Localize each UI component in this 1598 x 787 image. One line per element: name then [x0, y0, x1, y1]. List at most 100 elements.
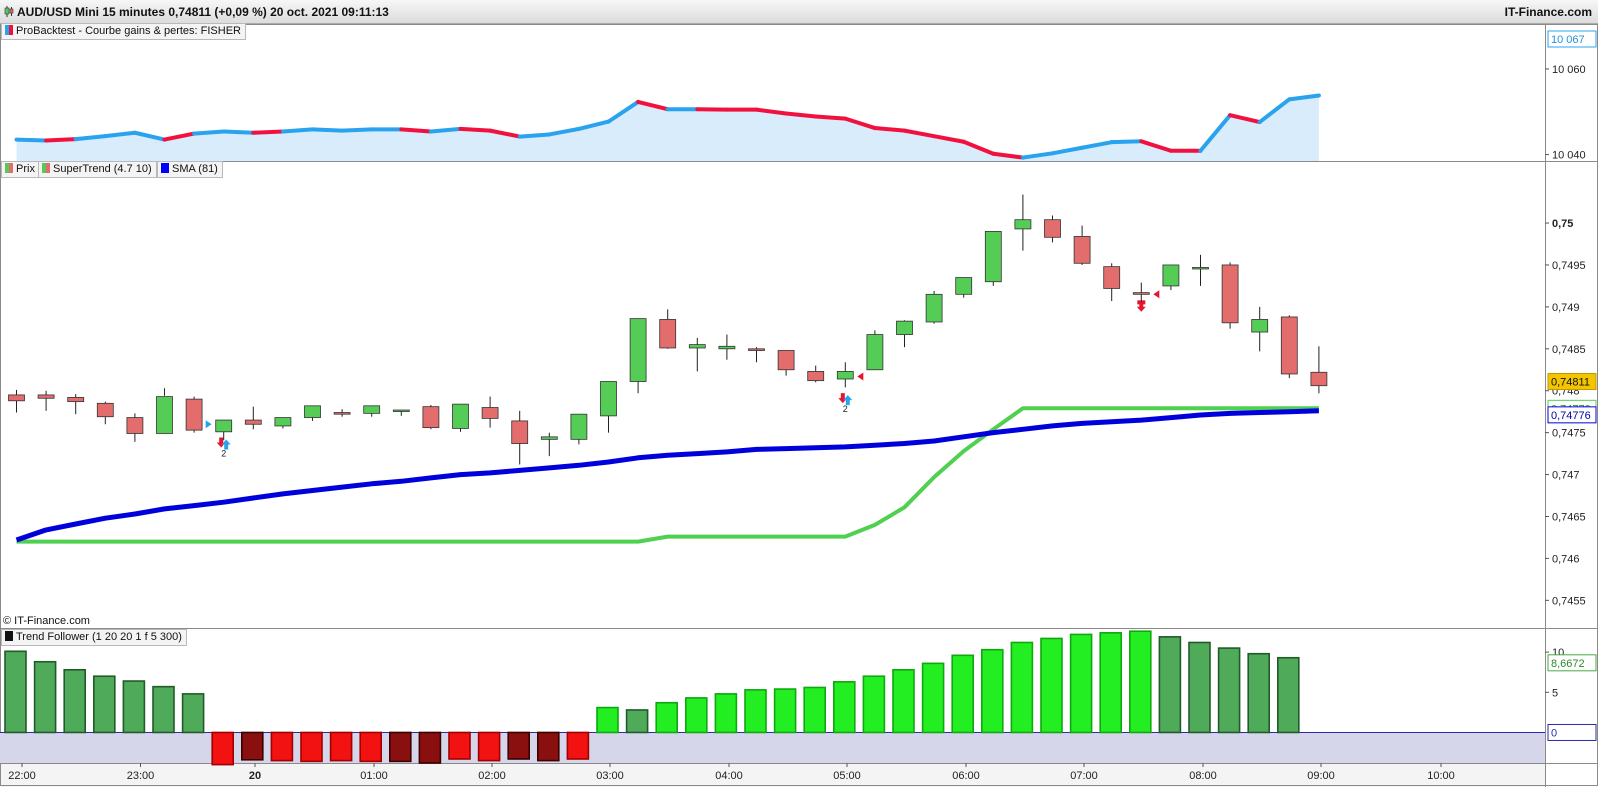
- buy-arrow-icon: [843, 395, 853, 406]
- equity-last-tag-text: 10 067: [1551, 34, 1585, 46]
- equity-segment: [103, 130, 137, 139]
- candle: [540, 436, 558, 440]
- equity-segment: [73, 134, 108, 142]
- equity-segment: [813, 114, 848, 121]
- trend-zero-tag: 0: [1547, 723, 1597, 741]
- x-axis-label: 05:00: [833, 770, 861, 782]
- price-tick-label: 0,7495: [1552, 260, 1586, 272]
- sma-tag-box: [1547, 406, 1597, 424]
- candle: [422, 406, 440, 429]
- legend-supertrend[interactable]: SuperTrend (4.7 10): [38, 161, 157, 178]
- price-tick-label: 0,7475: [1552, 428, 1586, 440]
- trend-tick-label: 5: [1552, 687, 1558, 699]
- instrument-title-text: AUD/USD Mini 15 minutes 0,74811 (+0,09 %…: [17, 5, 389, 19]
- trend-bar: [63, 668, 86, 734]
- trend-bar: [1188, 641, 1211, 734]
- equity-tick-label: 10 060: [1552, 64, 1586, 76]
- candle: [8, 394, 25, 402]
- trend-bar: [93, 675, 116, 734]
- trend-bar: [1099, 632, 1122, 734]
- trend-bar: [359, 731, 383, 763]
- trend-bar: [744, 689, 767, 734]
- trend-bar: [1010, 641, 1034, 734]
- equity-swatch-icon: [5, 25, 13, 35]
- candle: [1162, 264, 1180, 287]
- trend-bar: [1277, 656, 1300, 734]
- candle: [333, 412, 351, 415]
- price-tag-box: [1547, 373, 1597, 391]
- trend-bar: [803, 686, 827, 734]
- equity-segment: [606, 99, 641, 124]
- candle: [452, 403, 469, 429]
- trend-bar: [507, 731, 531, 760]
- trend-bar: [122, 680, 146, 734]
- trend-bar: [4, 650, 27, 734]
- candle: [1221, 264, 1239, 324]
- trend-bar: [1069, 633, 1093, 734]
- equity-segment: [1080, 140, 1114, 150]
- candle: [481, 407, 499, 419]
- equity-segment: [221, 129, 256, 135]
- price-tick-label: 0,75: [1552, 218, 1573, 230]
- trend-bar: [300, 731, 323, 763]
- candle: [1044, 219, 1061, 238]
- trend-swatch-icon: [5, 631, 13, 641]
- candle: [688, 344, 706, 349]
- trend-bar: [832, 681, 856, 734]
- candle: [244, 419, 262, 425]
- equity-segment: [14, 137, 49, 143]
- sma-swatch-icon: [161, 163, 169, 173]
- price-tag-text: 0,74811: [1551, 377, 1590, 389]
- equity-area: [16, 95, 1319, 161]
- equity-segment: [547, 126, 581, 137]
- equity-segment: [192, 129, 226, 136]
- equity-segment: [517, 132, 552, 139]
- equity-segment: [488, 128, 522, 139]
- trend-bar: [270, 731, 294, 762]
- trend-bar: [714, 693, 738, 734]
- candle: [925, 293, 943, 323]
- candle: [1310, 371, 1328, 387]
- candle: [1014, 219, 1032, 230]
- x-axis-label: 01:00: [360, 770, 388, 782]
- legend-trend-follower[interactable]: Trend Follower (1 20 20 1 f 5 300): [1, 629, 187, 646]
- candle: [955, 277, 973, 295]
- window-titlebar[interactable]: AUD/USD Mini 15 minutes 0,74811 (+0,09 %…: [0, 0, 1598, 24]
- supertrend-swatch-icon: [42, 163, 50, 173]
- candle: [215, 419, 233, 433]
- price-tick-label: 0,746: [1552, 553, 1580, 565]
- equity-curve-panel: [14, 93, 1321, 161]
- trend-bar: [33, 660, 57, 734]
- copyright-icon: ©: [3, 615, 12, 627]
- price-tick-label: 0,749: [1552, 302, 1580, 314]
- candle: [37, 394, 55, 399]
- equity-segment: [843, 116, 877, 131]
- equity-segment: [162, 131, 197, 142]
- trend-bar: [536, 731, 560, 762]
- candle: [67, 397, 85, 403]
- equity-segment: [1109, 139, 1144, 145]
- equity-segment: [636, 99, 670, 112]
- trend-bar: [655, 701, 679, 734]
- trend-zero-tag-box: [1547, 723, 1597, 741]
- equity-segment: [399, 127, 433, 134]
- equity-segment: [1050, 145, 1085, 156]
- candle: [718, 345, 736, 350]
- trend-bar: [773, 688, 797, 734]
- equity-segment: [872, 126, 907, 133]
- instrument-title: AUD/USD Mini 15 minutes 0,74811 (+0,09 %…: [4, 5, 389, 19]
- trend-bar: [566, 731, 590, 760]
- legend-price[interactable]: Prix: [1, 161, 40, 178]
- legend-supertrend-label: SuperTrend (4.7 10): [53, 163, 152, 175]
- price-swatch-icon: [5, 163, 13, 173]
- trend-bar: [1217, 647, 1241, 734]
- candle: [600, 381, 617, 417]
- candle: [1103, 266, 1121, 289]
- x-axis-label: 02:00: [478, 770, 506, 782]
- price-tick-label: 0,7485: [1552, 344, 1586, 356]
- trend-bar: [980, 648, 1004, 734]
- equity-segment: [44, 137, 78, 143]
- legend-sma[interactable]: SMA (81): [157, 161, 223, 178]
- legend-probacktest[interactable]: ProBacktest - Courbe gains & pertes: FIS…: [1, 23, 246, 40]
